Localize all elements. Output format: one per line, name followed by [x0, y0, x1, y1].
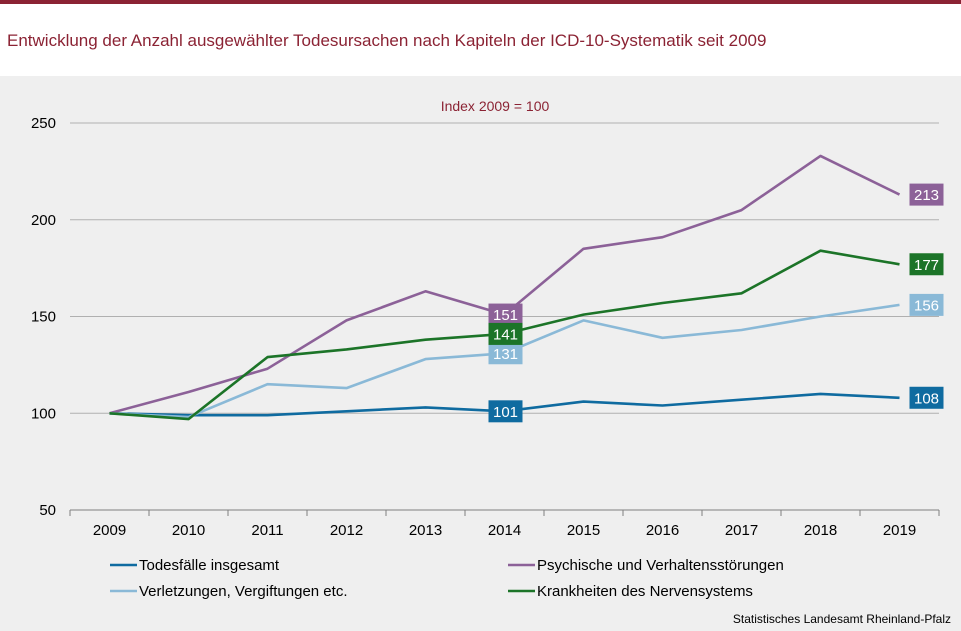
x-tick-label: 2017 [725, 522, 758, 539]
data-label: 177 [914, 257, 939, 274]
data-label: 213 [914, 187, 939, 204]
source-note: Statistisches Landesamt Rheinland-Pfalz [732, 612, 951, 626]
x-tick-label: 2016 [646, 522, 679, 539]
data-label-box [909, 293, 944, 316]
y-tick-label: 100 [31, 405, 56, 422]
chart-subtitle: Index 2009 = 100 [441, 98, 550, 114]
page-title: Entwicklung der Anzahl ausgewählter Tode… [7, 31, 767, 50]
y-tick-label: 150 [31, 309, 56, 326]
x-tick-label: 2014 [488, 522, 521, 539]
data-label: 108 [914, 390, 939, 407]
legend-label: Krankheiten des Nervensystems [537, 583, 753, 600]
x-tick-label: 2009 [93, 522, 126, 539]
legend-label: Psychische und Verhaltensstörungen [537, 557, 784, 574]
data-label: 101 [493, 404, 518, 421]
data-label: 141 [493, 326, 518, 343]
data-label-box [909, 183, 944, 206]
data-label: 151 [493, 307, 518, 324]
legend-label: Todesfälle insgesamt [139, 557, 280, 574]
y-tick-label: 50 [39, 502, 56, 519]
data-label-box [488, 322, 523, 345]
data-label-box [909, 253, 944, 276]
data-label-box [488, 400, 523, 423]
data-label: 156 [914, 297, 939, 314]
data-label-box [909, 386, 944, 409]
y-tick-label: 250 [31, 115, 56, 132]
legend-label: Verletzungen, Vergiftungen etc. [139, 583, 347, 600]
series-line [109, 154, 901, 415]
y-tick-label: 200 [31, 212, 56, 229]
top-accent-bar [0, 0, 961, 4]
x-tick-label: 2013 [409, 522, 442, 539]
x-tick-label: 2010 [172, 522, 205, 539]
data-label: 131 [493, 346, 518, 363]
x-tick-label: 2019 [883, 522, 916, 539]
data-label-box [488, 303, 523, 326]
data-label-box [488, 342, 523, 365]
x-tick-label: 2015 [567, 522, 600, 539]
x-tick-label: 2012 [330, 522, 363, 539]
x-tick-label: 2011 [251, 522, 283, 539]
x-tick-label: 2018 [804, 522, 837, 539]
